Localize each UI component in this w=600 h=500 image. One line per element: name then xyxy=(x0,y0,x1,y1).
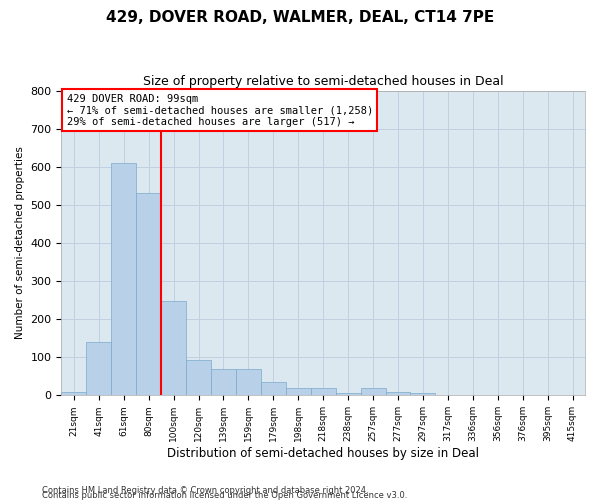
Bar xyxy=(111,163,136,396)
Bar xyxy=(311,388,335,396)
Bar xyxy=(136,194,161,396)
Bar xyxy=(86,342,111,396)
Text: Contains HM Land Registry data © Crown copyright and database right 2024.: Contains HM Land Registry data © Crown c… xyxy=(42,486,368,495)
Bar xyxy=(361,388,386,396)
Bar xyxy=(261,382,286,396)
Y-axis label: Number of semi-detached properties: Number of semi-detached properties xyxy=(15,146,25,340)
Bar xyxy=(186,360,211,396)
Bar xyxy=(335,394,361,396)
Bar xyxy=(211,368,236,396)
Text: Contains public sector information licensed under the Open Government Licence v3: Contains public sector information licen… xyxy=(42,491,407,500)
Bar xyxy=(236,368,261,396)
X-axis label: Distribution of semi-detached houses by size in Deal: Distribution of semi-detached houses by … xyxy=(167,447,479,460)
Title: Size of property relative to semi-detached houses in Deal: Size of property relative to semi-detach… xyxy=(143,75,503,88)
Bar xyxy=(161,301,186,396)
Bar xyxy=(61,392,86,396)
Bar xyxy=(286,388,311,396)
Text: 429, DOVER ROAD, WALMER, DEAL, CT14 7PE: 429, DOVER ROAD, WALMER, DEAL, CT14 7PE xyxy=(106,10,494,25)
Text: 429 DOVER ROAD: 99sqm
← 71% of semi-detached houses are smaller (1,258)
29% of s: 429 DOVER ROAD: 99sqm ← 71% of semi-deta… xyxy=(67,94,373,127)
Bar xyxy=(410,394,436,396)
Bar xyxy=(386,392,410,396)
